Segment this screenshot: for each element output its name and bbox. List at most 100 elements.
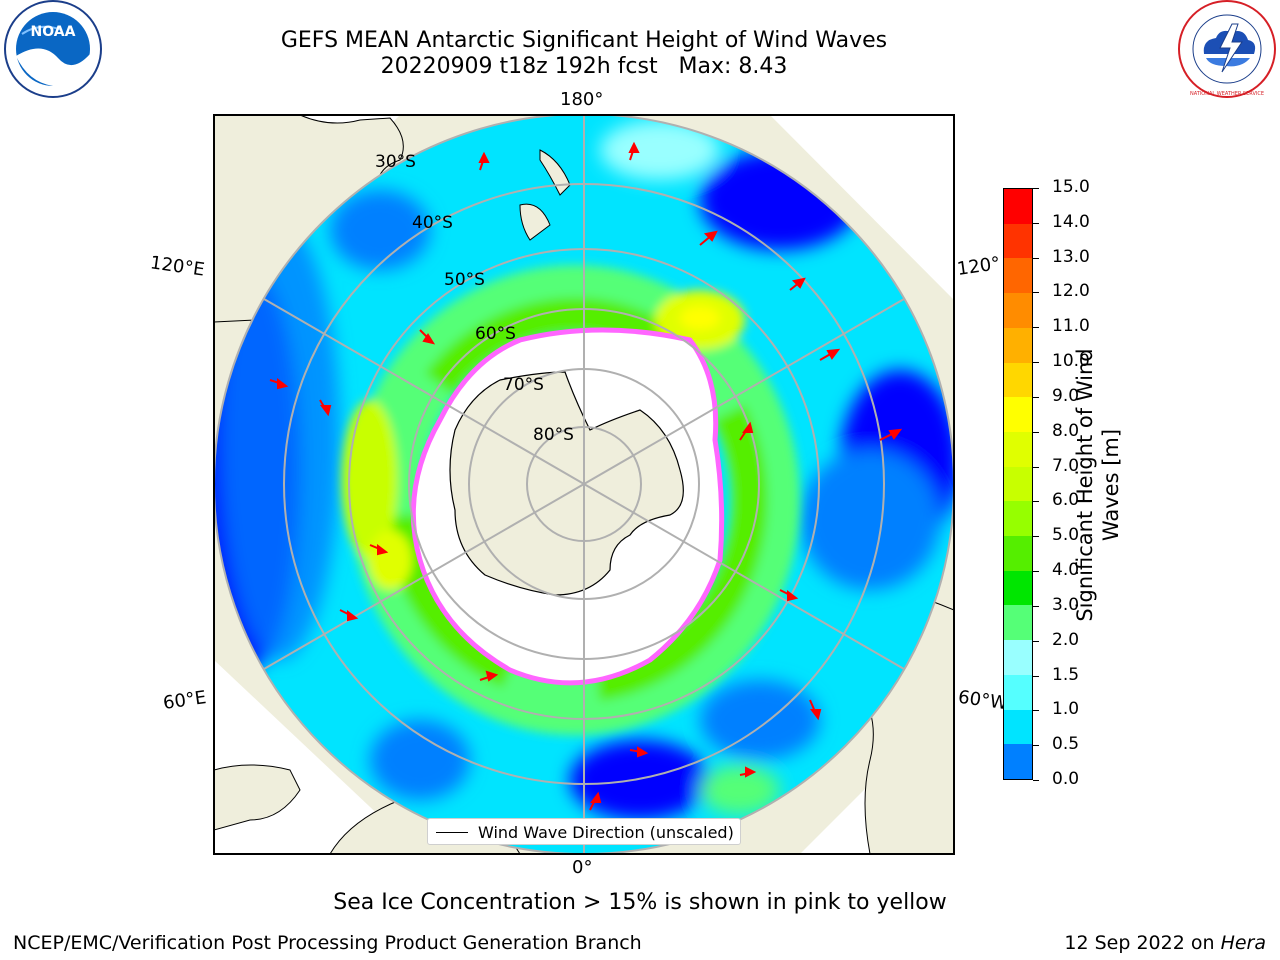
colorbar-tick-label: 0.5 xyxy=(1052,734,1080,755)
colorbar-tick-mark xyxy=(1033,362,1039,364)
wave-direction-arrows xyxy=(269,141,903,811)
land-antarctica xyxy=(449,371,684,596)
lon-label-120w: 120° xyxy=(955,253,1002,280)
colorbar-tick-mark xyxy=(1033,675,1039,677)
colorbar-tick-mark xyxy=(1033,745,1039,747)
arrow xyxy=(739,421,754,441)
graticule xyxy=(214,115,954,854)
colorbar-tick-label: 3.0 xyxy=(1052,594,1080,615)
colorbar-band xyxy=(1004,431,1032,468)
lat-label-60s: 60°S xyxy=(475,324,516,344)
colorbar-band xyxy=(1004,640,1032,677)
arrow xyxy=(369,544,389,556)
arrow xyxy=(789,277,806,291)
arrow xyxy=(779,589,799,602)
colorbar-tick-label: 9.0 xyxy=(1052,385,1080,406)
lat-label-80s: 80°S xyxy=(533,425,574,445)
footer-branch: NCEP/EMC/Verification Post Processing Pr… xyxy=(13,932,642,954)
colorbar-fill xyxy=(1004,189,1032,779)
colorbar-tick-mark xyxy=(1033,605,1039,607)
polar-map xyxy=(213,114,955,855)
colorbar-tick-label: 11.0 xyxy=(1052,316,1090,337)
colorbar-tick-mark xyxy=(1033,396,1039,398)
svg-text:NATIONAL WEATHER SERVICE: NATIONAL WEATHER SERVICE xyxy=(1190,91,1264,97)
colorbar-tick-mark xyxy=(1033,188,1039,189)
nws-logo: NATIONAL WEATHER SERVICE xyxy=(1176,0,1278,100)
colorbar-tick-label: 4.0 xyxy=(1052,560,1080,581)
colorbar-band xyxy=(1004,466,1032,503)
lat-label-30s: 30°S xyxy=(375,152,416,172)
colorbar xyxy=(1003,188,1033,780)
colorbar-band xyxy=(1004,327,1032,364)
arrow xyxy=(739,766,757,778)
lon-label-180: 180° xyxy=(560,89,604,110)
map-panel xyxy=(213,114,955,855)
colorbar-band xyxy=(1004,536,1032,572)
lat-label-40s: 40°S xyxy=(412,213,453,233)
colorbar-tick-mark xyxy=(1033,257,1039,259)
title-line-1: GEFS MEAN Antarctic Significant Height o… xyxy=(280,28,888,53)
colorbar-band xyxy=(1004,397,1032,434)
arrow xyxy=(269,378,289,390)
colorbar-tick-label: 0.0 xyxy=(1052,769,1080,789)
colorbar-tick-mark xyxy=(1033,222,1039,224)
colorbar-tick-label: 10.0 xyxy=(1052,351,1090,372)
lon-label-120e: 120°E xyxy=(148,252,206,281)
colorbar-tick-label: 13.0 xyxy=(1052,246,1090,267)
arrow xyxy=(699,230,718,246)
colorbar-band xyxy=(1004,223,1032,260)
lon-label-0: 0° xyxy=(572,857,593,878)
sea-ice-note: Sea Ice Concentration > 15% is shown in … xyxy=(333,890,947,915)
arrow xyxy=(879,428,903,441)
arrow xyxy=(339,609,359,622)
footer-host: Hera xyxy=(1220,932,1266,954)
colorbar-tick-label: 2.0 xyxy=(1052,629,1080,650)
colorbar-band xyxy=(1004,674,1032,711)
arrow xyxy=(629,746,649,758)
colorbar-tick-label: 12.0 xyxy=(1052,281,1090,302)
colorbar-tick-mark xyxy=(1033,431,1039,433)
arrow xyxy=(628,141,640,161)
colorbar-band xyxy=(1004,605,1032,642)
colorbar-tick-mark xyxy=(1033,571,1039,573)
arrow xyxy=(819,348,841,361)
lat-label-50s: 50°S xyxy=(444,270,485,290)
lon-label-60e: 60°E xyxy=(161,687,208,714)
colorbar-tick-label: 1.5 xyxy=(1052,664,1080,685)
lat-label-70s: 70°S xyxy=(503,375,544,395)
colorbar-label: Significant Height of Wind Waves [m] xyxy=(1073,348,1123,622)
colorbar-tick-mark xyxy=(1033,466,1039,468)
colorbar-band xyxy=(1004,362,1032,399)
colorbar-tick-label: 7.0 xyxy=(1052,455,1080,476)
legend-line xyxy=(436,832,468,833)
colorbar-tick-mark xyxy=(1033,501,1039,503)
noaa-logo: NOAA xyxy=(2,0,104,100)
colorbar-tick-label: 6.0 xyxy=(1052,490,1080,511)
footer-date-text: 12 Sep 2022 on xyxy=(1064,932,1221,954)
footer-date: 12 Sep 2022 on Hera xyxy=(1064,932,1266,954)
arrow xyxy=(419,329,436,345)
legend-text: Wind Wave Direction (unscaled) xyxy=(478,823,734,842)
colorbar-band xyxy=(1004,570,1032,607)
colorbar-band xyxy=(1004,709,1032,746)
arrow xyxy=(809,699,822,721)
colorbar-band xyxy=(1004,189,1032,225)
arrow xyxy=(479,670,499,682)
colorbar-tick-mark xyxy=(1033,536,1039,538)
colorbar-tick-mark xyxy=(1033,640,1039,642)
colorbar-band xyxy=(1004,744,1032,779)
colorbar-tick-label: 1.0 xyxy=(1052,699,1080,720)
svg-text:NOAA: NOAA xyxy=(31,24,76,40)
colorbar-tick-label: 8.0 xyxy=(1052,420,1080,441)
colorbar-tick-label: 14.0 xyxy=(1052,211,1090,232)
colorbar-band xyxy=(1004,501,1032,538)
land-new-zealand xyxy=(519,149,571,241)
colorbar-tick-mark xyxy=(1033,710,1039,712)
colorbar-tick-label: 5.0 xyxy=(1052,525,1080,546)
title-line-2: 20220909 t18z 192h fcst Max: 8.43 xyxy=(380,54,788,79)
colorbar-tick-mark xyxy=(1033,780,1039,781)
map-legend: Wind Wave Direction (unscaled) xyxy=(427,818,741,845)
colorbar-band xyxy=(1004,258,1032,295)
colorbar-tick-mark xyxy=(1033,327,1039,329)
colorbar-band xyxy=(1004,293,1032,329)
